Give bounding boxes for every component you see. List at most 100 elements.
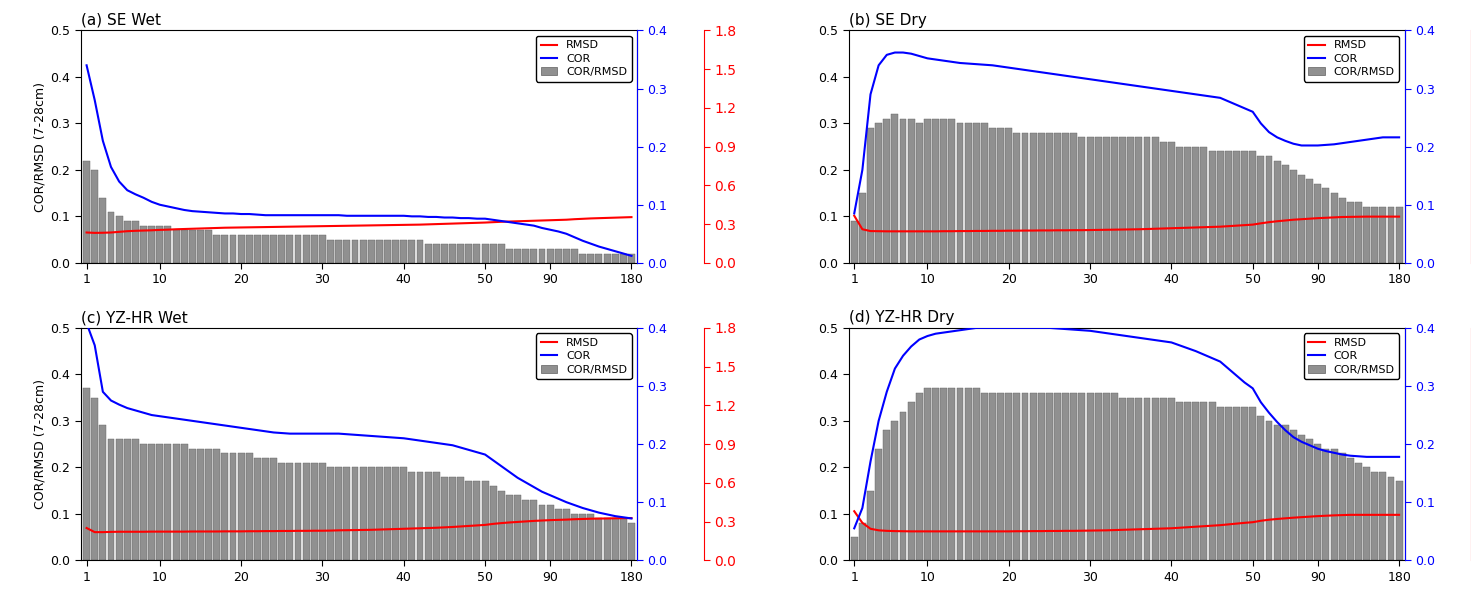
Text: (a) SE Wet: (a) SE Wet	[81, 13, 160, 28]
Bar	[891, 114, 899, 263]
Bar	[294, 235, 302, 263]
Bar	[571, 249, 578, 263]
Bar	[989, 128, 996, 263]
Bar	[506, 249, 513, 263]
Bar	[1258, 416, 1264, 560]
Bar	[294, 463, 302, 560]
Bar	[1014, 133, 1021, 263]
Bar	[1297, 175, 1305, 263]
Bar	[506, 495, 513, 560]
Bar	[1306, 179, 1314, 263]
Bar	[107, 212, 115, 263]
Bar	[457, 244, 465, 263]
Legend: RMSD, COR, COR/RMSD: RMSD, COR, COR/RMSD	[1303, 36, 1399, 82]
Bar	[287, 463, 293, 560]
Bar	[1290, 430, 1297, 560]
Bar	[531, 500, 537, 560]
Bar	[1281, 426, 1289, 560]
Bar	[124, 221, 131, 263]
Bar	[1030, 133, 1037, 263]
Bar	[449, 244, 456, 263]
Bar	[181, 444, 188, 560]
Bar	[515, 495, 521, 560]
Bar	[377, 467, 382, 560]
Bar	[628, 253, 635, 263]
Bar	[1371, 472, 1378, 560]
Bar	[1014, 393, 1021, 560]
Bar	[1152, 138, 1159, 263]
Bar	[883, 119, 890, 263]
Bar	[1347, 458, 1353, 560]
Bar	[416, 472, 424, 560]
Text: (b) SE Dry: (b) SE Dry	[849, 13, 927, 28]
Bar	[303, 463, 309, 560]
Bar	[956, 124, 964, 263]
Bar	[229, 453, 237, 560]
Bar	[474, 244, 481, 263]
Bar	[1274, 426, 1281, 560]
Bar	[1184, 147, 1192, 263]
Bar	[981, 393, 989, 560]
Bar	[1396, 207, 1402, 263]
Legend: RMSD, COR, COR/RMSD: RMSD, COR, COR/RMSD	[535, 334, 631, 379]
Bar	[377, 239, 382, 263]
Bar	[197, 230, 204, 263]
Bar	[1111, 393, 1118, 560]
Bar	[989, 393, 996, 560]
Bar	[1242, 151, 1247, 263]
Bar	[441, 244, 447, 263]
Bar	[949, 389, 955, 560]
Bar	[1111, 138, 1118, 263]
Bar	[1062, 133, 1069, 263]
Bar	[571, 514, 578, 560]
Bar	[900, 119, 906, 263]
Bar	[1046, 393, 1053, 560]
Bar	[287, 235, 293, 263]
Bar	[327, 239, 334, 263]
Bar	[1143, 398, 1150, 560]
Bar	[587, 253, 594, 263]
Bar	[1364, 207, 1370, 263]
Bar	[1258, 156, 1264, 263]
Bar	[1193, 403, 1199, 560]
Bar	[432, 244, 440, 263]
Bar	[271, 235, 277, 263]
Legend: RMSD, COR, COR/RMSD: RMSD, COR, COR/RMSD	[1303, 334, 1399, 379]
Bar	[425, 244, 431, 263]
Bar	[1249, 407, 1256, 560]
Bar	[188, 449, 196, 560]
Bar	[246, 453, 253, 560]
Bar	[933, 119, 938, 263]
Bar	[246, 235, 253, 263]
Bar	[188, 230, 196, 263]
Bar	[859, 523, 866, 560]
Bar	[603, 518, 610, 560]
Bar	[91, 398, 99, 560]
Bar	[1225, 407, 1231, 560]
Bar	[1087, 138, 1093, 263]
Bar	[596, 518, 603, 560]
Bar	[924, 119, 931, 263]
Bar	[891, 421, 899, 560]
Bar	[352, 467, 359, 560]
Bar	[425, 472, 431, 560]
Bar	[1143, 138, 1150, 263]
Bar	[204, 449, 212, 560]
Bar	[972, 124, 980, 263]
Bar	[1364, 467, 1370, 560]
Bar	[100, 426, 106, 560]
Bar	[149, 226, 154, 263]
Bar	[866, 128, 874, 263]
Bar	[497, 491, 505, 560]
Bar	[335, 239, 343, 263]
Bar	[229, 235, 237, 263]
Bar	[940, 389, 947, 560]
Bar	[1078, 138, 1086, 263]
Bar	[1094, 138, 1102, 263]
Bar	[497, 244, 505, 263]
Bar	[204, 230, 212, 263]
Bar	[132, 440, 138, 560]
Bar	[1371, 207, 1378, 263]
Bar	[343, 467, 350, 560]
Bar	[997, 128, 1005, 263]
